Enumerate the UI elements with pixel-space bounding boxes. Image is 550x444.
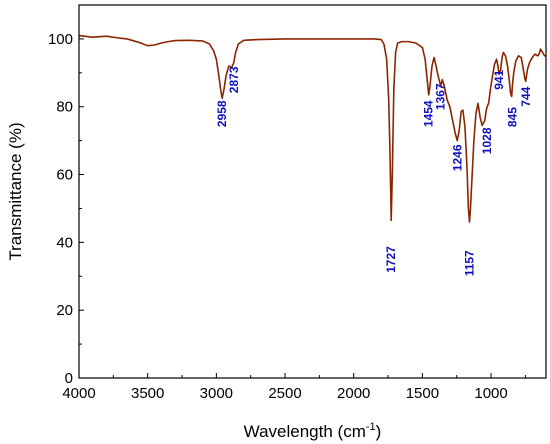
- x-tick-label: 3500: [131, 385, 164, 402]
- y-axis-title: Transmittance (%): [6, 122, 25, 260]
- x-tick-label: 4000: [62, 385, 95, 402]
- peak-label: 1727: [384, 246, 398, 273]
- x-tick-label: 3000: [200, 385, 233, 402]
- plot-frame: [78, 4, 547, 379]
- peak-label: 2958: [215, 100, 229, 127]
- y-tick-label: 60: [56, 167, 73, 184]
- x-axis-title-suffix: ): [376, 422, 382, 441]
- spectrum-line: [78, 34, 546, 223]
- peak-label: 1246: [450, 144, 464, 171]
- peak-label: 941: [492, 69, 506, 89]
- y-tick-label: 100: [48, 31, 73, 48]
- peak-label: 744: [519, 86, 533, 106]
- peak-label: 2873: [227, 66, 241, 93]
- y-tick-label: 80: [56, 99, 73, 116]
- x-axis-title: Wavelength (cm-1): [244, 421, 382, 441]
- x-tick-label: 2000: [337, 385, 370, 402]
- peak-label: 1454: [422, 100, 436, 127]
- y-tick-label: 0: [65, 370, 73, 387]
- peak-label: 845: [505, 107, 519, 127]
- peak-label: 1157: [463, 250, 477, 276]
- peak-label: 1028: [480, 127, 494, 154]
- x-axis-title-main: Wavelength (cm: [244, 422, 366, 441]
- x-tick-label: 2500: [268, 385, 301, 402]
- x-axis-title-superscript: -1: [366, 421, 376, 433]
- y-tick-label: 20: [56, 302, 73, 319]
- y-tick-label: 40: [56, 234, 73, 251]
- x-tick-label: 1000: [474, 385, 507, 402]
- tick-layer: 4000 3500 3000 2500 2000 1500 1000 0 20 40 60 80 100: [48, 31, 526, 402]
- plot-layer: [78, 34, 546, 223]
- x-tick-label: 1500: [406, 385, 439, 402]
- peak-label: 1367: [434, 83, 448, 110]
